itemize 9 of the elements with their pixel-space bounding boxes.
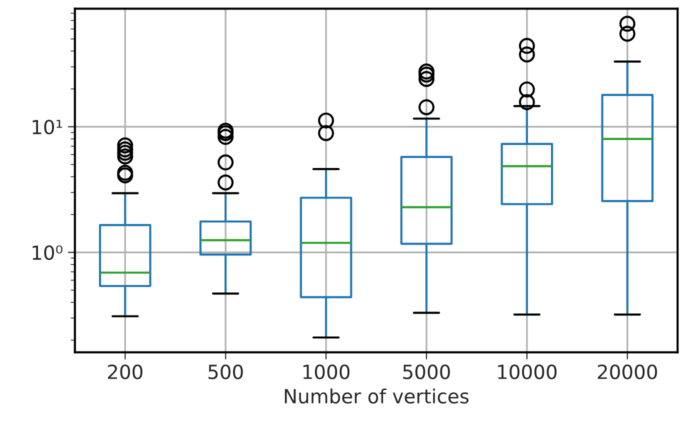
x-tick-label: 500 <box>208 364 243 380</box>
x-tick-label: 10000 <box>498 364 557 380</box>
x-tick-label: 5000 <box>403 364 450 380</box>
x-tick-label: 1000 <box>303 364 350 380</box>
y-tick-label: 10¹ <box>32 120 62 134</box>
x-tick-label: 20000 <box>598 364 658 380</box>
y-tick-label: 10⁰ <box>32 245 62 260</box>
x-tick-label: 200 <box>108 364 142 380</box>
x-axis-title: Number of vertices <box>284 388 469 404</box>
